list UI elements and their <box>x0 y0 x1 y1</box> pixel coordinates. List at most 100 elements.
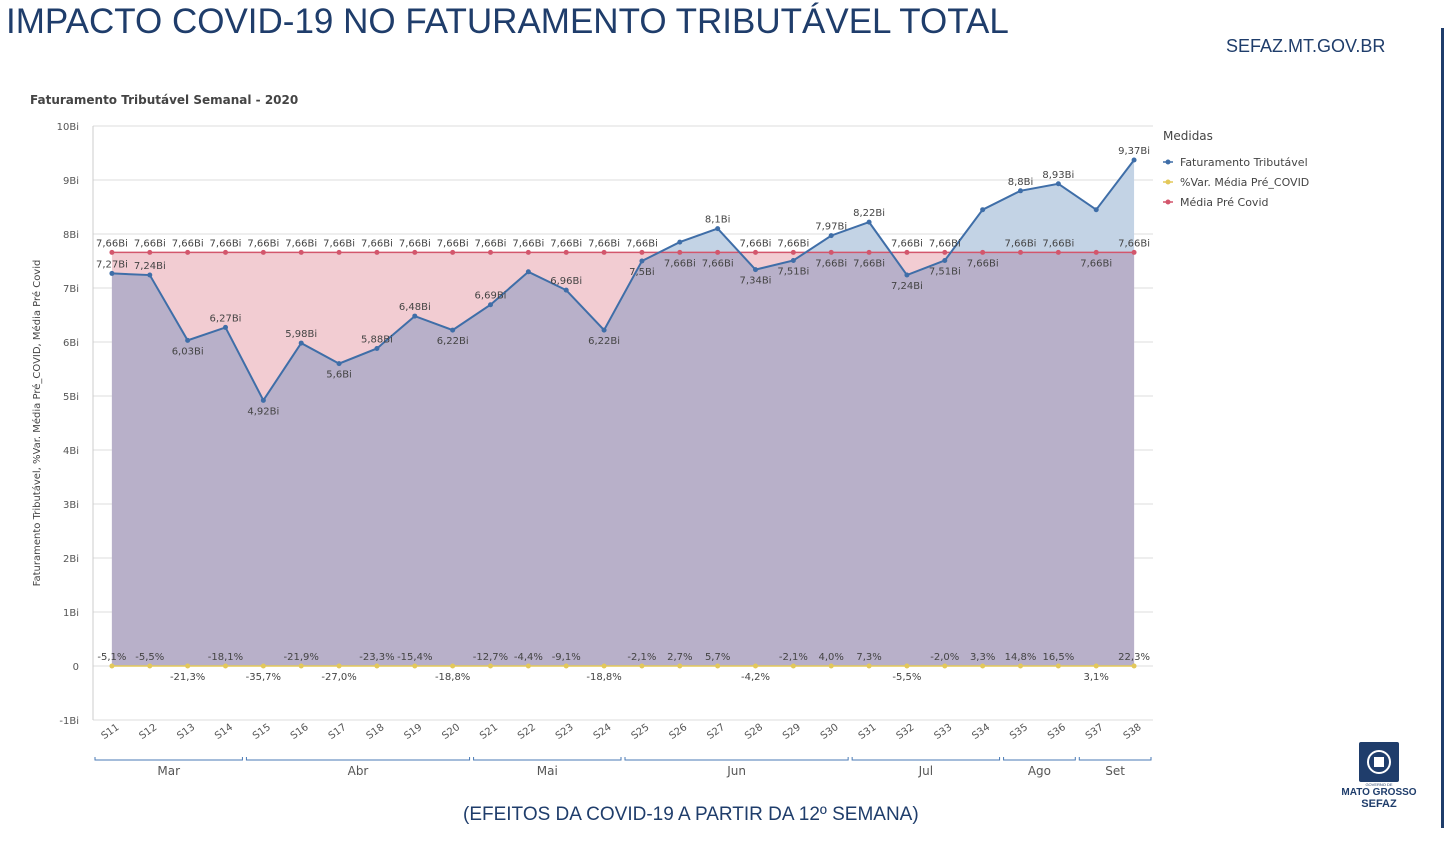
pre-covid-point <box>715 249 721 255</box>
y-tick-label: 3Bi <box>63 500 79 511</box>
chart-title: Faturamento Tributável Semanal - 2020 <box>30 93 298 107</box>
var-data-label: -5,5% <box>892 672 921 683</box>
x-tick-label: S34 <box>970 722 992 742</box>
var-data-label: 16,5% <box>1042 652 1074 663</box>
faturamento-point <box>715 226 721 232</box>
pre-covid-point <box>223 249 228 255</box>
pre-covid-point <box>753 249 758 255</box>
faturamento-data-label: 8,93Bi <box>1042 170 1074 181</box>
faturamento-data-label: 8,22Bi <box>853 208 885 219</box>
pre-covid-data-label: 7,66Bi <box>210 238 242 249</box>
var-point <box>223 663 228 669</box>
var-point <box>525 663 531 669</box>
pre-covid-data-label: 7,66Bi <box>1118 238 1150 249</box>
faturamento-data-label: 7,34Bi <box>740 276 772 287</box>
pre-covid-data-label: 7,66Bi <box>1005 238 1037 249</box>
pre-covid-point <box>828 249 834 255</box>
faturamento-data-label: 7,51Bi <box>929 266 961 277</box>
var-data-label: -5,1% <box>97 652 126 663</box>
month-bracket <box>473 757 622 761</box>
var-data-label: -27,0% <box>321 672 356 683</box>
faturamento-point <box>1131 157 1137 163</box>
x-tick-label: S26 <box>667 722 689 742</box>
x-tick-label: S21 <box>478 722 500 742</box>
var-data-label: -21,3% <box>170 672 205 683</box>
x-tick-label: S25 <box>630 722 652 742</box>
pre-covid-point <box>488 249 493 255</box>
pre-covid-data-label: 7,66Bi <box>740 238 772 249</box>
pre-covid-data-label: 7,66Bi <box>323 238 355 249</box>
var-data-label: -2,1% <box>779 652 808 663</box>
pre-covid-point <box>412 249 418 255</box>
pre-covid-data-label: 7,66Bi <box>929 238 961 249</box>
pre-covid-point <box>1093 249 1099 255</box>
pre-covid-data-label: 7,66Bi <box>967 258 999 269</box>
overlap-area <box>111 252 1135 667</box>
faturamento-data-label: 6,22Bi <box>437 336 469 347</box>
month-label: Jun <box>726 764 746 778</box>
faturamento-data-label: 7,27Bi <box>96 259 128 270</box>
x-tick-label: S15 <box>251 722 273 742</box>
faturamento-data-label: 5,88Bi <box>361 334 393 345</box>
faturamento-data-label: 4,92Bi <box>247 406 279 417</box>
var-point <box>1055 663 1061 669</box>
x-tick-label: S38 <box>1122 722 1144 742</box>
faturamento-point <box>563 287 569 293</box>
x-tick-label: S18 <box>365 722 387 742</box>
faturamento-data-label: 6,03Bi <box>172 346 204 357</box>
faturamento-data-label: 7,5Bi <box>629 267 655 278</box>
x-tick-label: S36 <box>1046 722 1068 742</box>
x-tick-label: S37 <box>1084 722 1106 742</box>
month-bracket <box>851 757 1001 761</box>
y-tick-label: 5Bi <box>63 392 79 403</box>
month-label: Ago <box>1028 764 1051 778</box>
x-tick-label: S30 <box>819 722 841 742</box>
y-tick-label: 7Bi <box>63 284 79 295</box>
faturamento-point <box>601 327 607 333</box>
faturamento-point <box>753 267 758 273</box>
pre-covid-data-label: 7,66Bi <box>512 238 544 249</box>
page-title: IMPACTO COVID-19 NO FATURAMENTO TRIBUTÁV… <box>6 2 1009 41</box>
var-data-label: -21,9% <box>284 652 319 663</box>
pre-covid-data-label: 7,66Bi <box>891 238 923 249</box>
pre-covid-data-label: 7,66Bi <box>134 238 166 249</box>
legend-title: Medidas <box>1163 129 1213 143</box>
var-data-label: 14,8% <box>1005 652 1037 663</box>
var-point <box>412 663 418 669</box>
faturamento-point <box>904 272 910 278</box>
var-point <box>677 663 683 669</box>
faturamento-data-label: 7,51Bi <box>777 266 809 277</box>
site-url[interactable]: SEFAZ.MT.GOV.BR <box>1226 36 1386 56</box>
state-coat-of-arms-icon <box>1359 742 1399 782</box>
faturamento-point <box>412 313 418 319</box>
faturamento-data-label: 6,27Bi <box>210 313 242 324</box>
faturamento-data-label: 5,6Bi <box>326 370 352 381</box>
logo-small-text: GOVERNO DE <box>1365 782 1393 787</box>
x-tick-label: S27 <box>705 722 727 742</box>
faturamento-point <box>980 207 986 213</box>
right-divider <box>1441 28 1444 828</box>
pre-covid-data-label: 7,66Bi <box>285 238 317 249</box>
x-tick-label: S16 <box>289 722 311 742</box>
pre-covid-point <box>1131 249 1137 255</box>
pre-covid-point <box>866 249 872 255</box>
pre-covid-data-label: 7,66Bi <box>853 258 885 269</box>
faturamento-point <box>866 219 872 225</box>
faturamento-data-label: 5,98Bi <box>285 329 317 340</box>
faturamento-data-label: 7,24Bi <box>891 281 923 292</box>
x-tick-label: S12 <box>137 722 159 742</box>
y-tick-label: -1Bi <box>59 716 79 727</box>
x-tick-label: S17 <box>327 722 349 742</box>
pre-covid-point <box>374 249 380 255</box>
pre-covid-data-label: 7,66Bi <box>815 258 847 269</box>
var-point <box>601 663 607 669</box>
month-bracket <box>1003 757 1076 761</box>
pre-covid-point <box>298 249 304 255</box>
legend-swatch-dot <box>1165 159 1171 165</box>
y-tick-label: 1Bi <box>63 608 79 619</box>
pre-covid-data-label: 7,66Bi <box>626 238 658 249</box>
var-point <box>298 663 304 669</box>
var-point <box>639 663 645 669</box>
y-tick-label: 0 <box>73 662 79 673</box>
y-tick-label: 10Bi <box>57 122 79 133</box>
